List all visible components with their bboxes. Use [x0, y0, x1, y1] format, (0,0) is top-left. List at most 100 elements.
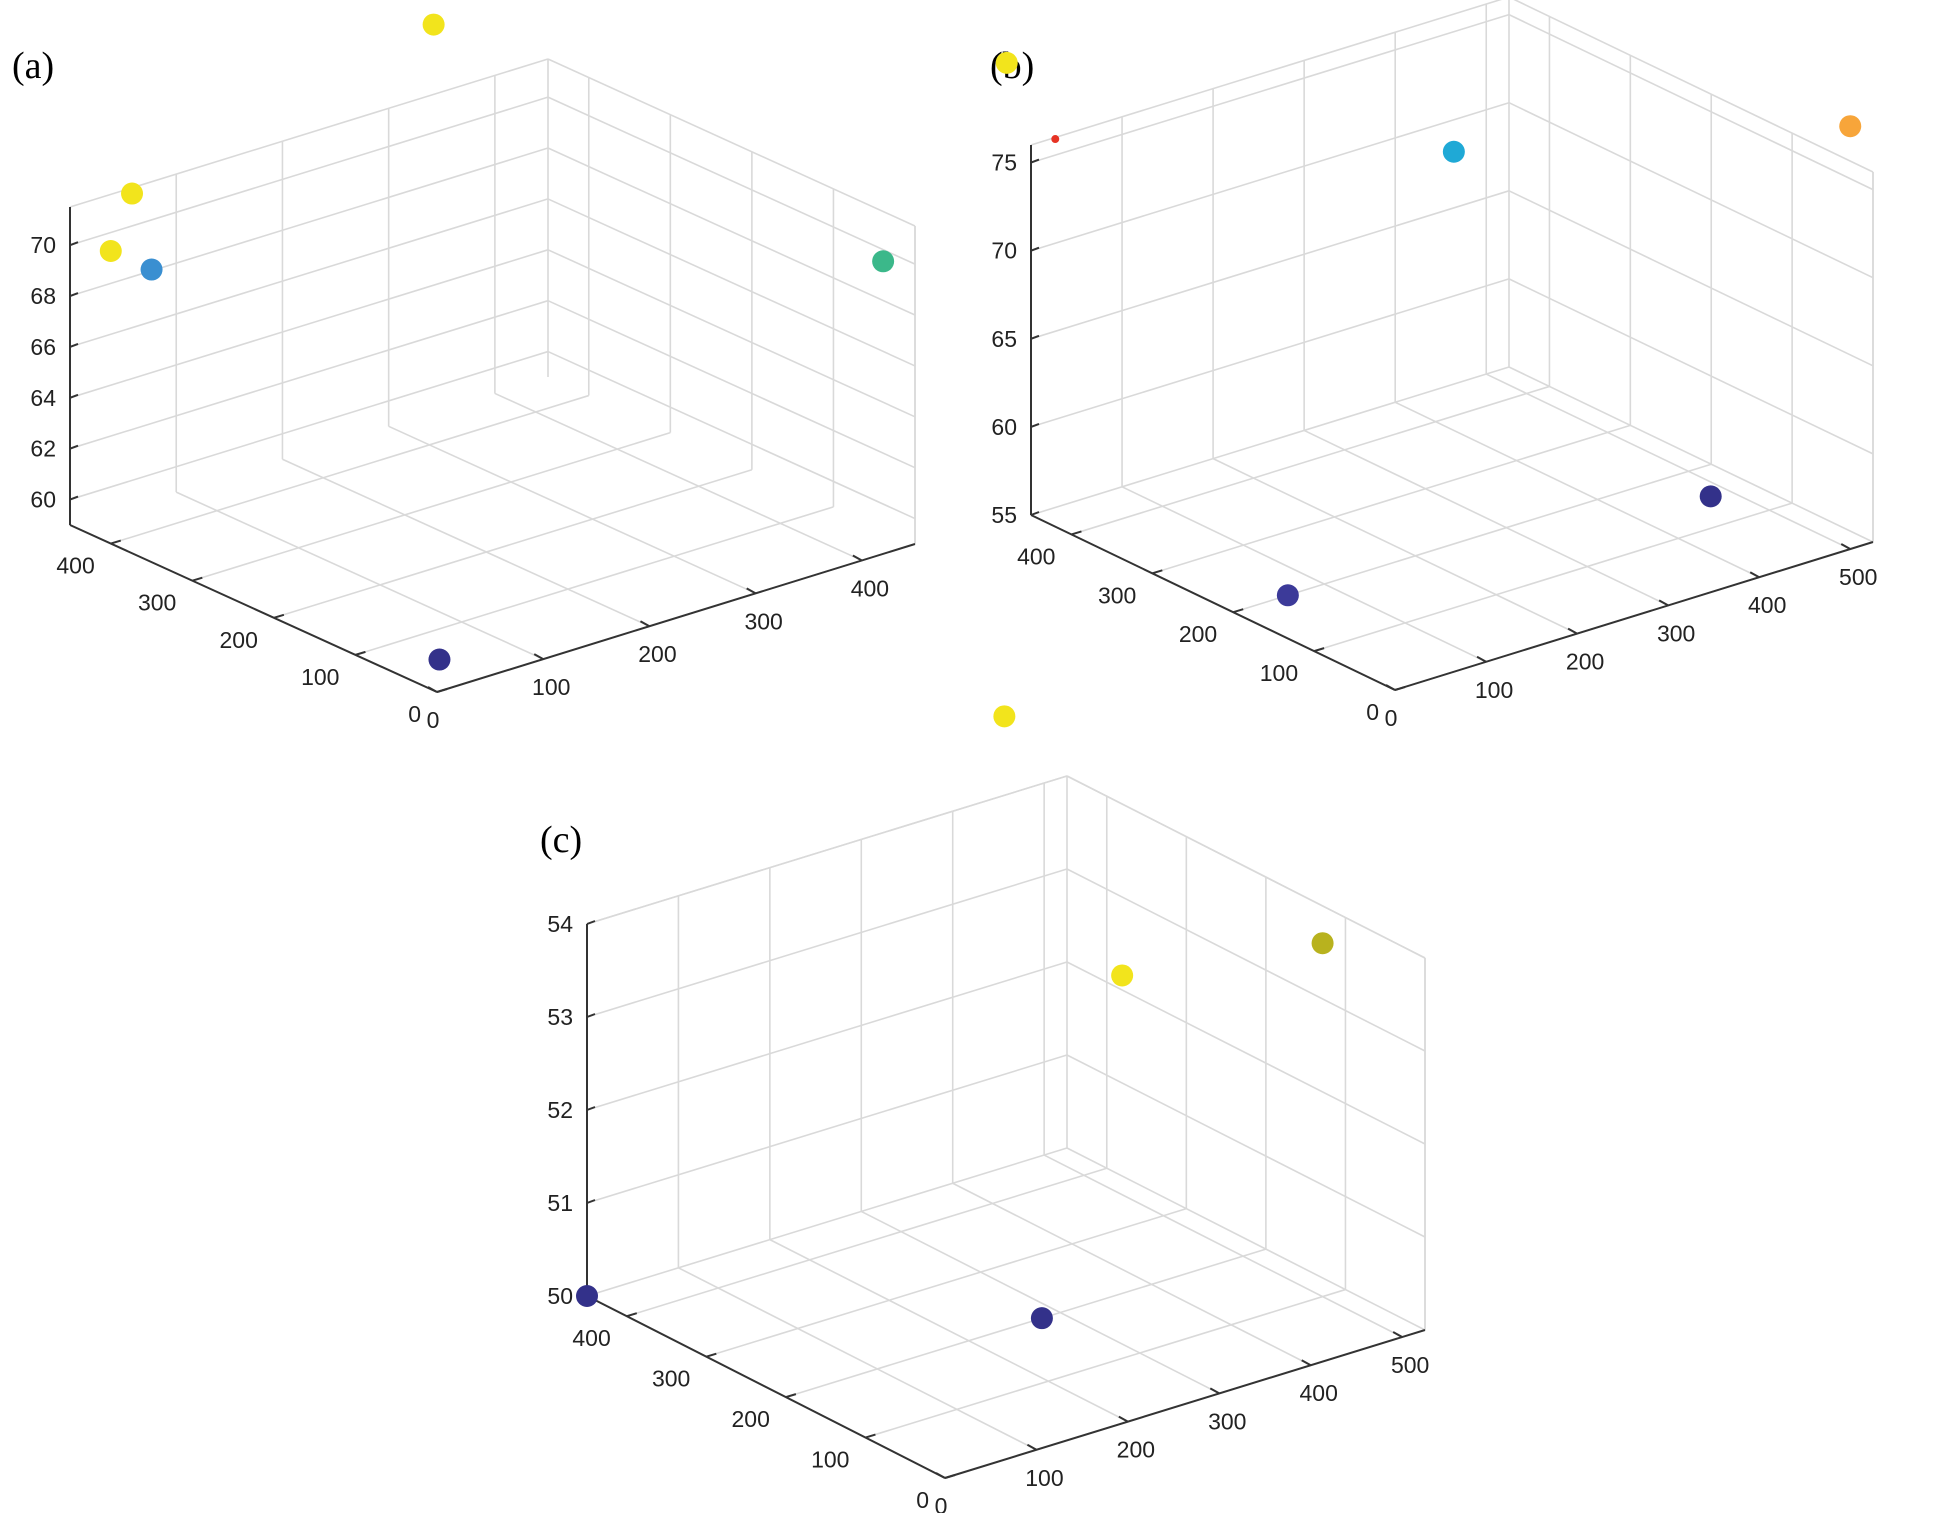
data-point: [576, 1285, 598, 1307]
corner-edge: [586, 775, 1068, 925]
right-tick-mark: [1392, 1331, 1403, 1338]
left-tick-label: 100: [811, 1447, 849, 1473]
floor-gridline: [388, 425, 756, 595]
data-point: [995, 51, 1018, 74]
floor-gridline: [1043, 1154, 1403, 1338]
floor-gridline: [626, 1167, 1108, 1317]
data-point: [99, 239, 122, 262]
floor-gridline: [769, 1238, 1129, 1423]
floor-gridline: [494, 392, 863, 562]
z-tick-label: 75: [991, 150, 1017, 176]
left-tick-mark: [110, 539, 122, 545]
floor-gridline: [1121, 486, 1487, 663]
floor-gridline: [706, 1207, 1187, 1358]
wall-gridline: [69, 96, 549, 246]
grid: [69, 58, 916, 693]
z-tick-label: 66: [30, 334, 56, 360]
right-tick-mark: [1209, 1387, 1220, 1395]
floor-gridline: [1394, 401, 1760, 578]
z-tick-mark: [1030, 334, 1040, 340]
z-tick-label: 62: [30, 436, 56, 462]
left-tick-mark: [626, 1312, 638, 1318]
right-tick-mark: [1840, 543, 1851, 550]
z-tick-label: 60: [991, 414, 1017, 440]
floor-gridline: [355, 506, 834, 656]
right-tick-mark: [427, 686, 438, 693]
z-tick-label: 65: [991, 326, 1017, 352]
wall-gridline: [69, 350, 549, 501]
floor-gridline: [110, 394, 590, 545]
left-tick-label: 0: [916, 1487, 929, 1513]
z-tick-label: 54: [547, 911, 573, 937]
z-tick-mark: [586, 1199, 596, 1204]
data-point: [1051, 135, 1060, 144]
right-axis-line: [436, 543, 916, 693]
right-tick-label: 300: [744, 608, 782, 634]
axes: 60 62 64 66 68 70 0 100 200 300 400 0 100 200 300 400: [30, 207, 916, 733]
scatter-points: [995, 51, 1862, 607]
axes: 55 60 65 70 75 0 100 200 300 400 0 100 200 300 400 500: [991, 145, 1877, 731]
z-tick-mark: [1030, 246, 1040, 252]
corner-edge: [1066, 775, 1426, 959]
right-tick-mark: [1567, 627, 1578, 635]
panel-b: 556065707501002003004000100200300400500(…: [990, 0, 1877, 731]
z-tick-label: 60: [30, 487, 56, 513]
wall-gridline: [586, 1054, 1068, 1204]
wall-gridline: [1030, 190, 1510, 340]
scatter-points: [576, 705, 1334, 1330]
left-tick-label: 0: [1366, 699, 1379, 725]
floor-gridline: [860, 1210, 1220, 1395]
floor-gridline: [785, 1248, 1267, 1398]
left-tick-mark: [192, 576, 203, 582]
wall-gridline: [1066, 961, 1426, 1145]
scatter-points: [99, 13, 895, 671]
left-tick-mark: [1152, 569, 1163, 575]
left-tick-label: 300: [138, 590, 176, 616]
wall-gridline: [1508, 366, 1874, 543]
floor-gridline: [175, 491, 544, 660]
data-point: [993, 705, 1016, 728]
floor-gridline: [1212, 457, 1578, 635]
wall-gridline: [1030, 13, 1510, 164]
z-tick-label: 51: [547, 1190, 573, 1216]
left-tick-mark: [1232, 608, 1244, 614]
left-tick-mark: [1313, 647, 1325, 653]
left-tick-mark: [1394, 686, 1406, 691]
z-tick-mark: [69, 241, 79, 247]
z-tick-mark: [69, 292, 79, 297]
left-tick-label: 0: [408, 701, 421, 727]
floor-gridline: [1152, 424, 1631, 575]
wall-gridline: [1030, 278, 1510, 428]
wall-gridline: [1030, 101, 1510, 252]
right-tick-label: 0: [935, 1493, 948, 1513]
z-tick-mark: [1030, 422, 1040, 428]
right-tick-label: 0: [427, 707, 440, 733]
z-tick-label: 55: [991, 502, 1017, 528]
right-tick-mark: [1476, 655, 1487, 663]
right-tick-label: 500: [1839, 564, 1877, 590]
wall-gridline: [547, 350, 916, 520]
left-axis-line: [1030, 514, 1396, 691]
data-point: [1030, 1307, 1053, 1330]
left-axis-line: [586, 1295, 946, 1479]
data-point: [428, 648, 451, 671]
right-tick-label: 100: [532, 674, 570, 700]
left-tick-label: 200: [732, 1406, 770, 1432]
left-tick-mark: [785, 1393, 797, 1399]
right-tick-label: 500: [1391, 1352, 1429, 1378]
floor-gridline: [1071, 385, 1550, 536]
right-tick-label: 400: [1748, 592, 1786, 618]
corner-edge: [1030, 0, 1503, 146]
right-tick-mark: [1301, 1359, 1312, 1367]
z-tick-mark: [69, 342, 79, 348]
left-tick-mark: [944, 1474, 956, 1479]
wall-gridline: [547, 96, 916, 265]
floor-gridline: [865, 1288, 1346, 1439]
left-tick-label: 300: [1098, 582, 1136, 608]
wall-gridline: [586, 961, 1068, 1111]
right-tick-mark: [639, 620, 650, 628]
right-tick-label: 100: [1475, 677, 1513, 703]
floor-gridline: [1232, 463, 1712, 613]
data-point: [1311, 932, 1334, 955]
z-tick-label: 68: [30, 283, 56, 309]
